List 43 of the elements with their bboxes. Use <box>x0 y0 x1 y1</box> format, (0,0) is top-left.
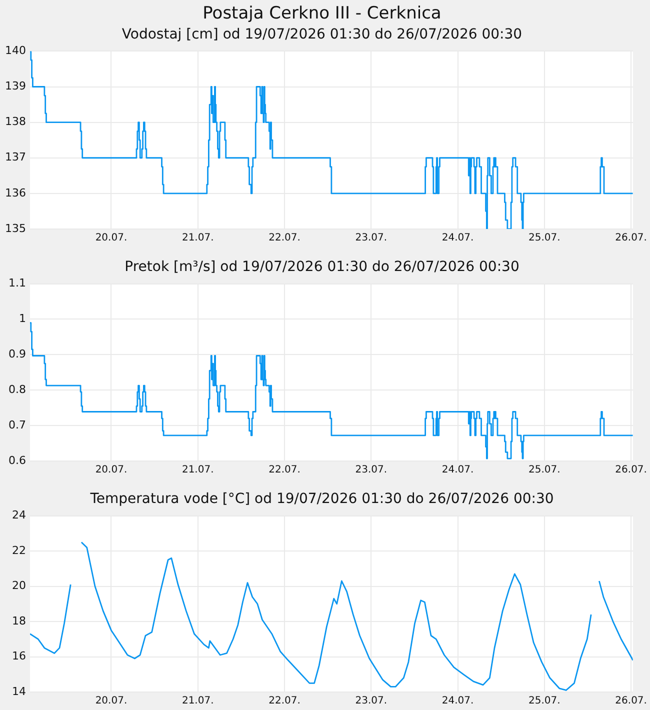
x-tick-label: 24.07. <box>442 696 474 707</box>
y-tick-label: 0.9 <box>8 348 26 361</box>
x-tick-label: 25.07. <box>528 464 560 476</box>
chart-title: Temperatura vode [°C] od 19/07/2026 01:30 do 26/07/2026 00:30 <box>89 491 554 508</box>
y-tick-label: 14 <box>12 684 26 698</box>
x-tick-label: 22.07. <box>268 464 300 476</box>
x-tick-label: 20.07. <box>95 464 128 476</box>
x-tick-label: 23.07. <box>355 232 388 244</box>
y-tick-label: 1.1 <box>8 276 26 290</box>
x-tick-label: 26.07. <box>615 464 647 476</box>
y-tick-label: 135 <box>5 222 26 235</box>
x-tick-label: 24.07. <box>442 464 474 476</box>
x-tick-label: 21.07. <box>182 696 214 707</box>
x-tick-label: 26.07. <box>615 696 647 707</box>
x-tick-label: 23.07. <box>355 464 388 476</box>
x-tick-label: 25.07. <box>528 696 560 707</box>
y-tick-label: 1 <box>19 312 26 326</box>
y-tick-label: 137 <box>5 150 26 164</box>
y-tick-label: 0.7 <box>8 418 26 432</box>
y-tick-label: 139 <box>5 80 26 93</box>
y-tick-label: 24 <box>12 508 26 522</box>
chart-subtitle: Vodostaj [cm] od 19/07/2026 01:30 do 26/07/2026 00:30 <box>122 26 522 42</box>
x-tick-label: 24.07. <box>442 232 474 244</box>
y-tick-label: 0.6 <box>8 454 26 467</box>
x-tick-label: 25.07. <box>528 232 560 244</box>
y-tick-label: 136 <box>5 186 26 200</box>
y-tick-label: 22 <box>12 544 26 557</box>
x-tick-label: 22.07. <box>268 696 300 707</box>
y-tick-label: 138 <box>5 115 26 128</box>
y-tick-label: 20 <box>12 579 26 592</box>
x-tick-label: 21.07. <box>182 464 214 476</box>
y-tick-label: 0.8 <box>8 382 26 396</box>
x-tick-label: 21.07. <box>182 232 214 244</box>
x-tick-label: 26.07. <box>615 232 647 244</box>
y-tick-label: 18 <box>12 614 26 628</box>
x-tick-label: 22.07. <box>268 232 300 244</box>
x-tick-label: 20.07. <box>95 696 128 707</box>
x-tick-label: 20.07. <box>95 232 128 244</box>
chart-title: Postaja Cerkno III - Cerknica <box>202 4 442 24</box>
chart-title: Pretok [m³/s] od 19/07/2026 01:30 do 26/07/2026 00:30 <box>124 259 520 276</box>
y-tick-label: 140 <box>5 44 26 58</box>
x-tick-label: 23.07. <box>355 696 388 707</box>
y-tick-label: 16 <box>12 650 26 663</box>
